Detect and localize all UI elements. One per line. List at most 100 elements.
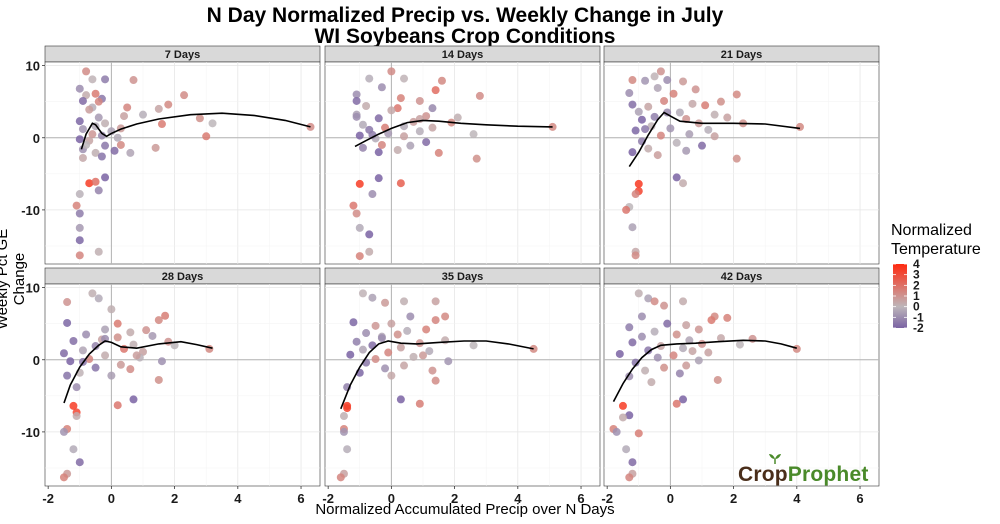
data-point (75, 458, 84, 467)
data-point (113, 401, 122, 410)
data-point (415, 96, 424, 105)
data-point (612, 427, 621, 436)
data-point (400, 132, 409, 141)
data-point (716, 334, 725, 343)
data-point (94, 247, 103, 256)
smooth-fit-line (80, 112, 311, 150)
data-point (362, 329, 371, 338)
data-point (142, 326, 151, 335)
cropprophet-logo: CropProphet (738, 454, 869, 487)
data-point (355, 179, 364, 188)
data-point (400, 361, 409, 370)
data-point (396, 179, 405, 188)
data-point (387, 106, 396, 115)
data-point (634, 107, 643, 116)
data-point (66, 357, 75, 366)
data-point (631, 251, 640, 260)
data-point (59, 427, 68, 436)
x-tick-label: 6 (577, 491, 584, 506)
data-point (157, 357, 166, 366)
data-point (126, 148, 135, 157)
data-point (346, 350, 355, 359)
data-point (469, 341, 478, 350)
data-point (672, 330, 681, 339)
y-tick-label: 0 (33, 353, 40, 368)
y-tick-label: 0 (33, 131, 40, 146)
data-point (94, 186, 103, 195)
data-point (396, 343, 405, 352)
data-point (650, 112, 659, 121)
data-point (422, 138, 431, 147)
data-point (59, 473, 68, 482)
data-point (358, 143, 367, 152)
legend-tick-label: 4 (913, 257, 920, 271)
data-point (116, 360, 125, 369)
legend-title-line-1: Normalized (891, 222, 972, 239)
data-point (437, 76, 446, 85)
data-point (644, 144, 653, 153)
data-point (129, 76, 138, 85)
data-point (101, 351, 110, 360)
data-point (94, 97, 103, 106)
data-point (362, 102, 371, 111)
data-point (78, 153, 87, 162)
data-point (306, 122, 315, 131)
legend-tick-label: 0 (913, 300, 920, 314)
data-point (396, 395, 405, 404)
data-point (444, 357, 453, 366)
data-point (387, 371, 396, 380)
legend-tick-label: -1 (913, 310, 924, 324)
data-point (85, 105, 94, 114)
data-point (409, 352, 418, 361)
data-point (202, 132, 211, 141)
data-point (138, 110, 147, 119)
data-point (393, 104, 402, 113)
x-tick-label: 0 (108, 491, 115, 506)
y-tick-label: 10 (26, 59, 40, 74)
data-point (679, 297, 688, 306)
data-point (75, 236, 84, 245)
data-point (679, 179, 688, 188)
data-point (406, 312, 415, 321)
data-point (116, 140, 125, 149)
data-point (195, 114, 204, 123)
data-point (208, 119, 217, 128)
data-point (634, 429, 643, 438)
data-point (349, 201, 358, 210)
legend-title-line-2: Temperature (891, 241, 981, 258)
smooth-fit-line (354, 119, 553, 148)
data-point (129, 340, 138, 349)
legend-tick-label: 3 (913, 268, 920, 282)
data-point (669, 89, 678, 98)
data-point (431, 86, 440, 95)
data-point (393, 146, 402, 155)
data-point (650, 297, 659, 306)
data-point (97, 152, 106, 161)
data-point (123, 103, 132, 112)
data-point (644, 346, 653, 355)
logo-text-crop: Crop (738, 463, 788, 486)
data-point (72, 412, 81, 421)
data-point (472, 154, 481, 163)
data-point (352, 96, 361, 105)
data-point (628, 100, 637, 109)
data-point (707, 316, 716, 325)
data-point (685, 130, 694, 139)
data-point (387, 319, 396, 328)
data-point (78, 125, 87, 134)
facet-title: 14 Days (442, 49, 484, 61)
data-point (723, 113, 732, 122)
data-point (422, 325, 431, 334)
data-point (618, 401, 627, 410)
y-axis-label: Weekly Pct GE Change (0, 228, 28, 330)
data-point (682, 321, 691, 330)
data-point (126, 365, 135, 374)
data-point (672, 173, 681, 182)
data-point (415, 399, 424, 408)
data-point (377, 140, 386, 149)
data-point (78, 96, 87, 105)
facet-title: 35 Days (442, 271, 484, 283)
x-tick-label: 4 (514, 491, 522, 506)
x-tick-label: -2 (601, 491, 613, 506)
data-point (403, 326, 412, 335)
